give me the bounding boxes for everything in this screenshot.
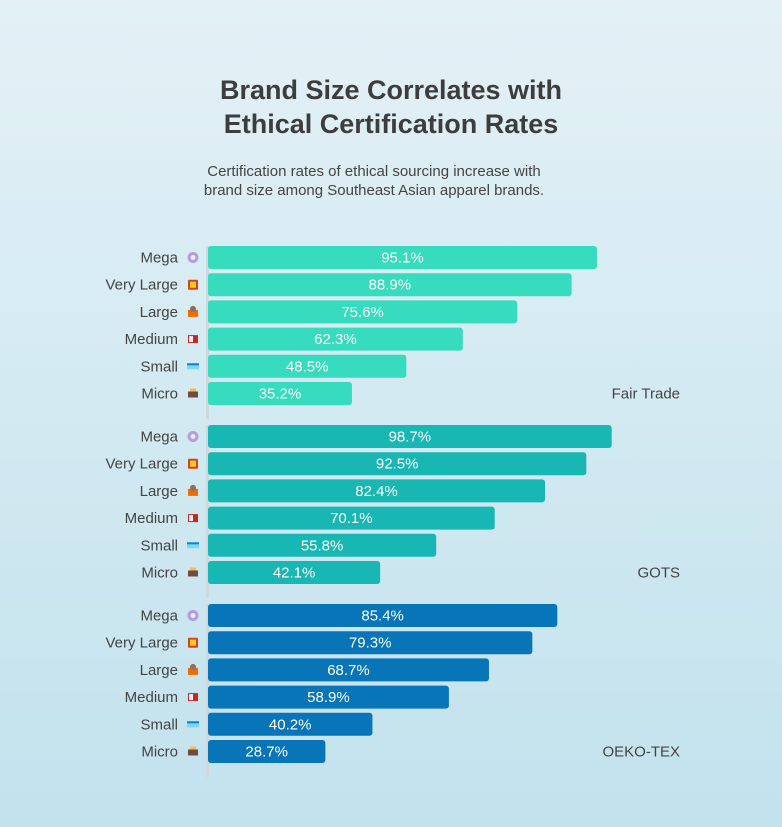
series-group-oeko-tex: 85.4% Mega 79.3% Very Large 68.7% Large 58.9% M… [105, 604, 680, 778]
mega-brand-icon [187, 431, 199, 442]
value-label: 55.8% [301, 537, 344, 554]
small-brand-icon [187, 363, 199, 370]
series-label: GOTS [637, 565, 680, 582]
micro-brand-icon [188, 746, 198, 756]
group-axis-line [206, 246, 209, 420]
bar-gots-large [208, 479, 546, 503]
category-label: Small [140, 537, 178, 554]
category-label: Large [140, 483, 178, 500]
value-label: 58.9% [307, 689, 350, 706]
value-label: 48.5% [286, 358, 329, 375]
group-axis-line [206, 604, 209, 778]
medium-brand-icon [188, 335, 198, 344]
bar-fair-trade-very-large [208, 273, 572, 297]
value-label: 95.1% [381, 250, 424, 267]
small-brand-icon [187, 542, 199, 549]
category-label: Small [140, 358, 178, 375]
medium-brand-icon [188, 514, 198, 523]
bar-fair-trade-micro [208, 382, 352, 405]
bar-gots-medium [208, 506, 495, 530]
value-label: 85.4% [361, 608, 404, 625]
value-label: 28.7% [245, 744, 288, 761]
category-label: Large [140, 304, 178, 321]
bar-gots-small [208, 533, 437, 557]
bar-oeko-tex-very-large [208, 631, 533, 655]
category-label: Medium [125, 510, 178, 527]
large-brand-icon [188, 484, 198, 496]
value-label: 68.7% [327, 662, 370, 679]
chart-title-line-1: Brand Size Correlates with [219, 75, 563, 105]
category-label: Very Large [105, 277, 178, 294]
category-label: Micro [141, 565, 178, 582]
large-brand-icon [188, 305, 198, 317]
series-group-gots: 98.7% Mega 92.5% Very Large 82.4% Large 70.1% M… [105, 425, 680, 599]
value-label: 79.3% [349, 635, 392, 652]
category-label: Small [140, 716, 178, 733]
very-large-brand-icon [188, 458, 198, 469]
small-brand-icon [187, 721, 199, 728]
value-label: 92.5% [376, 456, 419, 473]
bar-fair-trade-small [208, 354, 407, 378]
category-label: Mega [140, 429, 178, 446]
value-label: 98.7% [389, 429, 432, 446]
chart-title: Brand Size Correlates with Ethical Certi… [0, 73, 782, 141]
very-large-brand-icon [188, 637, 198, 648]
category-label: Medium [125, 689, 178, 706]
bar-gots-micro [208, 561, 381, 584]
value-label: 35.2% [259, 386, 302, 403]
medium-brand-icon [188, 693, 198, 702]
large-brand-icon [188, 663, 198, 675]
micro-brand-icon [188, 388, 198, 398]
value-label: 88.9% [369, 277, 412, 294]
bar-oeko-tex-small [208, 712, 373, 736]
series-group-fair-trade: 95.1% Mega 88.9% Very Large 75.6% Large 62.3% M… [105, 246, 680, 420]
bar-fair-trade-mega [208, 246, 597, 269]
category-label: Micro [141, 744, 178, 761]
value-label: 82.4% [355, 483, 398, 500]
value-label: 75.6% [341, 304, 384, 321]
value-label: 62.3% [314, 331, 357, 348]
category-label: Very Large [105, 635, 178, 652]
bar-oeko-tex-large [208, 658, 489, 682]
chart-title-line-2: Ethical Certification Rates [223, 109, 559, 139]
value-label: 70.1% [330, 510, 373, 527]
mega-brand-icon [187, 610, 199, 621]
value-label: 40.2% [269, 716, 312, 733]
group-axis-line [206, 425, 209, 599]
category-label: Mega [140, 608, 178, 625]
bar-gots-mega [208, 425, 612, 448]
category-label: Large [140, 662, 178, 679]
category-label: Micro [141, 386, 178, 403]
bar-oeko-tex-mega [208, 604, 558, 627]
category-label: Very Large [105, 456, 178, 473]
mega-brand-icon [187, 252, 199, 263]
bar-gots-very-large [208, 452, 587, 476]
series-label: Fair Trade [612, 386, 680, 403]
bar-fair-trade-medium [208, 327, 463, 351]
bar-oeko-tex-micro [208, 740, 326, 763]
chart-subtitle: Certification rates of ethical sourcing … [203, 163, 545, 199]
bar-oeko-tex-medium [208, 685, 449, 709]
bar-fair-trade-large [208, 300, 518, 324]
value-label: 42.1% [273, 565, 316, 582]
series-label: OEKO-TEX [602, 744, 680, 761]
category-label: Mega [140, 250, 178, 267]
micro-brand-icon [188, 567, 198, 577]
very-large-brand-icon [188, 279, 198, 290]
category-label: Medium [125, 331, 178, 348]
